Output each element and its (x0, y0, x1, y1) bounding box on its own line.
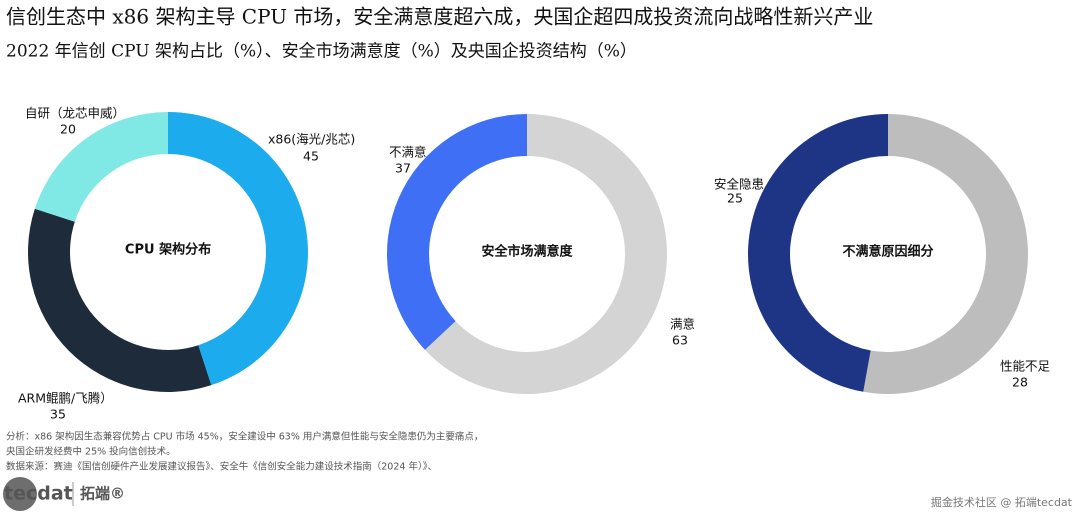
donut-slice (168, 112, 309, 386)
watermark: 掘金技术社区 @ 拓端tecdat (931, 495, 1073, 509)
slice-value: 35 (50, 407, 66, 422)
donut-slice (34, 112, 169, 222)
logo-name: 拓端® (80, 485, 125, 503)
slice-label: 性能不足 (1000, 359, 1051, 374)
note: 数据来源：赛迪《国信创硬件产业发展建议报告》、安全牛《信创安全能力建设技术指南（… (6, 461, 437, 473)
donut-slice (27, 208, 212, 393)
slice-value: 25 (727, 191, 743, 206)
note: 央国企研发经费中 25% 投向信创技术。 (6, 446, 176, 458)
slice-value: 63 (672, 333, 688, 348)
logo-circle (3, 477, 37, 511)
page-title: 信创生态中 x86 架构主导 CPU 市场，安全满意度超六成，央国企超四成投资流… (6, 5, 873, 29)
logo-mark: tecdat (4, 483, 73, 505)
slice-label: x86(海光/兆芯) (268, 132, 355, 147)
donut-slice (424, 114, 667, 394)
center-label: 不满意原因细分 (842, 244, 933, 260)
slice-value: 45 (303, 149, 319, 164)
page-subtitle: 2022 年信创 CPU 架构占比（%）、安全市场满意度（%）及央国企投资结构（… (6, 42, 637, 62)
center-label: 安全市场满意度 (481, 244, 573, 260)
center-label: CPU 架构分布 (125, 242, 211, 258)
donut-slice (863, 114, 1029, 394)
slice-value: 28 (1012, 375, 1028, 390)
slice-label: 安全隐患 (714, 177, 764, 192)
note: 分析：x86 架构因生态兼容优势占 CPU 市场 45%，安全建设中 63% 用… (6, 431, 483, 443)
slice-value: 20 (60, 122, 76, 137)
slice-label: 不满意 (389, 145, 427, 160)
slice-label: ARM鲲鹏/飞腾） (18, 391, 113, 406)
donut-slice (387, 114, 527, 350)
slice-label: 自研（龙芯申威） (25, 106, 125, 121)
slice-label: 满意 (670, 317, 695, 332)
donut-slice (748, 114, 888, 392)
slice-value: 37 (395, 161, 411, 176)
